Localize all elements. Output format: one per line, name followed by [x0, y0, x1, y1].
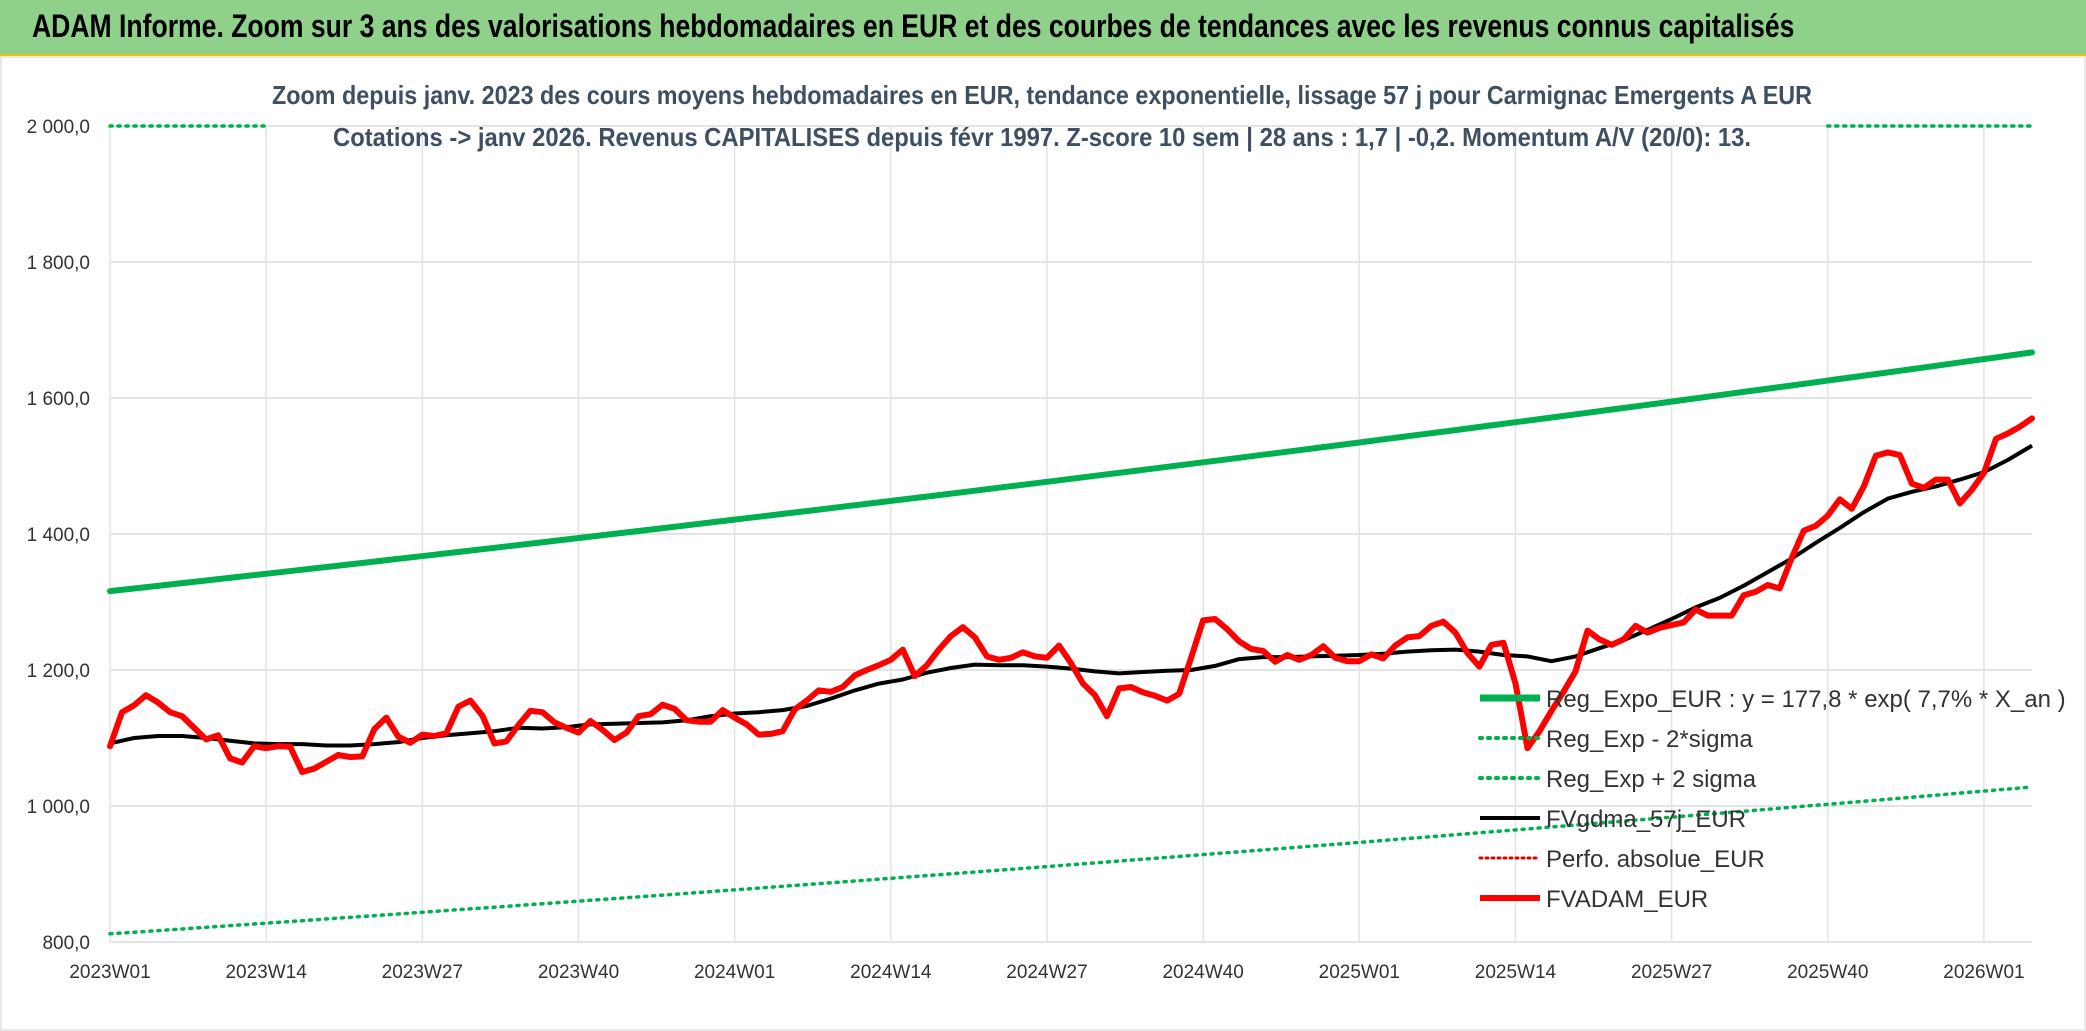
legend-label-gdma: FVgdma_57j_EUR — [1546, 806, 1746, 833]
line-chart: Zoom depuis janv. 2023 des cours moyens … — [27, 80, 2066, 983]
gridlines — [109, 125, 2032, 943]
x-tick-label: 2023W01 — [69, 962, 150, 983]
y-tick-label: 800,0 — [42, 933, 90, 954]
y-tick-label: 1 600,0 — [27, 389, 90, 410]
y-tick-label: 2 000,0 — [27, 117, 90, 138]
legend-label-sigma_high: Reg_Exp + 2 sigma — [1546, 766, 1757, 793]
legend-label-sigma_low: Reg_Exp - 2*sigma — [1546, 726, 1753, 753]
x-tick-label: 2023W40 — [538, 962, 619, 983]
chart-container: Zoom depuis janv. 2023 des cours moyens … — [0, 56, 2086, 1031]
y-tick-label: 1 000,0 — [27, 797, 90, 818]
legend-label-perfo: Perfo. absolue_EUR — [1546, 846, 1765, 873]
y-tick-label: 1 200,0 — [27, 661, 90, 682]
y-tick-label: 1 800,0 — [27, 253, 90, 274]
x-tick-label: 2024W27 — [1006, 962, 1087, 983]
series — [107, 124, 2035, 936]
x-tick-label: 2023W14 — [225, 962, 307, 983]
x-tick-label: 2025W01 — [1319, 962, 1400, 983]
legend: Reg_Expo_EUR : y = 177,8 * exp( 7,7% * X… — [1478, 686, 2066, 913]
x-tick-label: 2024W40 — [1162, 962, 1243, 983]
legend-label-reg: Reg_Expo_EUR : y = 177,8 * exp( 7,7% * X… — [1546, 686, 2066, 713]
chart-title-line2: Cotations -> janv 2026. Revenus CAPITALI… — [333, 122, 1751, 152]
x-tick-label: 2026W01 — [1943, 962, 2024, 983]
axes: 800,0 1 000,0 1 200,0 1 400,0 1 600,0 1 800,0… — [27, 117, 2025, 983]
x-tick-label: 2025W27 — [1631, 962, 1712, 983]
report-header: ADAM Informe. Zoom sur 3 ans des valoris… — [0, 0, 2086, 56]
series-reg-line — [107, 349, 2035, 595]
report-title: ADAM Informe. Zoom sur 3 ans des valoris… — [32, 8, 1795, 44]
x-tick-label: 2023W27 — [382, 962, 463, 983]
y-tick-label: 1 400,0 — [27, 525, 90, 546]
x-tick-label: 2024W14 — [850, 962, 932, 983]
legend-label-adam: FVADAM_EUR — [1546, 886, 1708, 913]
x-tick-label: 2024W01 — [694, 962, 775, 983]
chart-title-line1: Zoom depuis janv. 2023 des cours moyens … — [272, 80, 1812, 110]
series-adam-line — [107, 415, 2035, 775]
x-tick-label: 2025W40 — [1787, 962, 1868, 983]
series-sigma_low-line — [108, 785, 2034, 936]
x-tick-label: 2025W14 — [1475, 962, 1557, 983]
